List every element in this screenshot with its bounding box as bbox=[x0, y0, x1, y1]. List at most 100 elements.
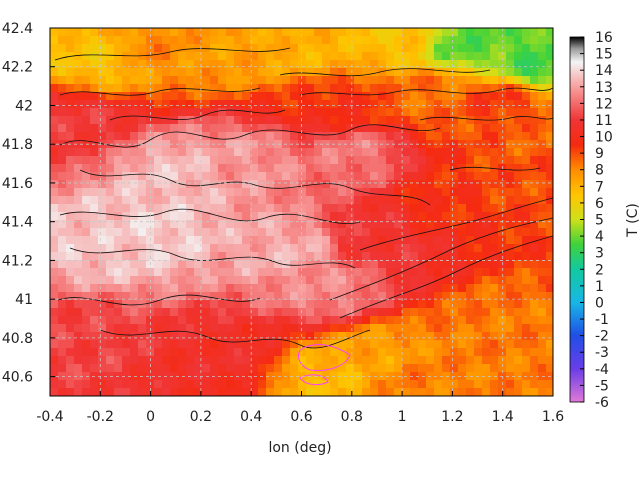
heatmap-cell bbox=[162, 300, 171, 309]
heatmap-cell bbox=[506, 292, 515, 301]
heatmap-cell bbox=[530, 28, 539, 37]
heatmap-cell bbox=[418, 324, 427, 333]
heatmap-cell bbox=[170, 148, 179, 157]
heatmap-cell bbox=[322, 100, 331, 109]
heatmap-cell bbox=[98, 148, 107, 157]
heatmap-cell bbox=[226, 308, 235, 317]
heatmap-cell bbox=[354, 268, 363, 277]
heatmap-cell bbox=[186, 28, 195, 37]
heatmap-cell bbox=[306, 220, 315, 229]
heatmap-cell bbox=[394, 36, 403, 45]
heatmap-cell bbox=[130, 36, 139, 45]
heatmap-cell bbox=[186, 124, 195, 133]
heatmap-cell bbox=[394, 284, 403, 293]
heatmap-cell bbox=[402, 260, 411, 269]
heatmap-cell bbox=[402, 76, 411, 85]
heatmap-cell bbox=[434, 340, 443, 349]
heatmap-cell bbox=[378, 228, 387, 237]
heatmap-cell bbox=[130, 356, 139, 365]
heatmap-cell bbox=[418, 76, 427, 85]
heatmap-cell bbox=[322, 116, 331, 125]
heatmap-cell bbox=[298, 76, 307, 85]
heatmap-cell bbox=[226, 196, 235, 205]
heatmap-cell bbox=[210, 84, 219, 93]
heatmap-cell bbox=[298, 276, 307, 285]
heatmap-cell bbox=[354, 156, 363, 165]
heatmap-cell bbox=[434, 172, 443, 181]
heatmap-cell bbox=[354, 276, 363, 285]
heatmap-cell bbox=[298, 300, 307, 309]
heatmap-cell bbox=[362, 108, 371, 117]
heatmap-cell bbox=[506, 260, 515, 269]
heatmap-cell bbox=[442, 292, 451, 301]
heatmap-cell bbox=[330, 68, 339, 77]
heatmap-cell bbox=[122, 284, 131, 293]
heatmap-cell bbox=[378, 36, 387, 45]
heatmap-cell bbox=[386, 60, 395, 69]
heatmap-cell bbox=[418, 204, 427, 213]
heatmap-cell bbox=[282, 220, 291, 229]
heatmap-cell bbox=[370, 276, 379, 285]
heatmap-cell bbox=[106, 276, 115, 285]
heatmap-cell bbox=[434, 276, 443, 285]
heatmap-cell bbox=[298, 268, 307, 277]
heatmap-cell bbox=[418, 28, 427, 37]
heatmap-cell bbox=[370, 180, 379, 189]
heatmap-cell bbox=[362, 116, 371, 125]
heatmap-cell bbox=[410, 124, 419, 133]
heatmap-cell bbox=[290, 140, 299, 149]
x-tick-label: 1.6 bbox=[542, 409, 564, 425]
heatmap-cell bbox=[202, 380, 211, 389]
heatmap-cell bbox=[114, 228, 123, 237]
heatmap-cell bbox=[50, 196, 59, 205]
heatmap-cell bbox=[426, 340, 435, 349]
heatmap-cell bbox=[122, 124, 131, 133]
heatmap-cell bbox=[530, 180, 539, 189]
heatmap-cell bbox=[466, 148, 475, 157]
heatmap-cell bbox=[282, 252, 291, 261]
heatmap-cell bbox=[330, 196, 339, 205]
heatmap-cell bbox=[50, 156, 59, 165]
heatmap-cell bbox=[90, 284, 99, 293]
heatmap-cell bbox=[466, 60, 475, 69]
heatmap-cell bbox=[362, 364, 371, 373]
heatmap-cell bbox=[546, 268, 553, 277]
heatmap-cell bbox=[50, 204, 59, 213]
heatmap-cell bbox=[162, 52, 171, 61]
heatmap-cell bbox=[498, 92, 507, 101]
heatmap-cell bbox=[130, 220, 139, 229]
heatmap-cell bbox=[466, 388, 475, 396]
heatmap-cell bbox=[346, 292, 355, 301]
heatmap-cell bbox=[370, 212, 379, 221]
heatmap-cell bbox=[266, 108, 275, 117]
heatmap-cell bbox=[266, 308, 275, 317]
heatmap-cell bbox=[314, 84, 323, 93]
contour-lines bbox=[54, 47, 553, 349]
heatmap-cell bbox=[426, 252, 435, 261]
heatmap-cell bbox=[498, 108, 507, 117]
heatmap-cell bbox=[186, 340, 195, 349]
heatmap-cell bbox=[202, 76, 211, 85]
heatmap-cell bbox=[538, 100, 547, 109]
heatmap-cell bbox=[498, 316, 507, 325]
heatmap-cell bbox=[442, 60, 451, 69]
heatmap-cell bbox=[66, 196, 75, 205]
heatmap-cell bbox=[330, 100, 339, 109]
heatmap-cell bbox=[82, 36, 91, 45]
heatmap-cell bbox=[146, 220, 155, 229]
heatmap-cell bbox=[346, 84, 355, 93]
heatmap-cell bbox=[170, 284, 179, 293]
heatmap-cell bbox=[226, 380, 235, 389]
heatmap-cell bbox=[58, 348, 67, 357]
heatmap-cell bbox=[506, 308, 515, 317]
heatmap-cell bbox=[338, 252, 347, 261]
heatmap-cell bbox=[402, 236, 411, 245]
contour-line-pink bbox=[297, 344, 351, 386]
heatmap-cell bbox=[130, 340, 139, 349]
heatmap-cell bbox=[322, 292, 331, 301]
heatmap-cell bbox=[442, 348, 451, 357]
heatmap-cell bbox=[162, 148, 171, 157]
heatmap-cell bbox=[282, 212, 291, 221]
heatmap-cell bbox=[450, 212, 459, 221]
heatmap-cell bbox=[186, 116, 195, 125]
